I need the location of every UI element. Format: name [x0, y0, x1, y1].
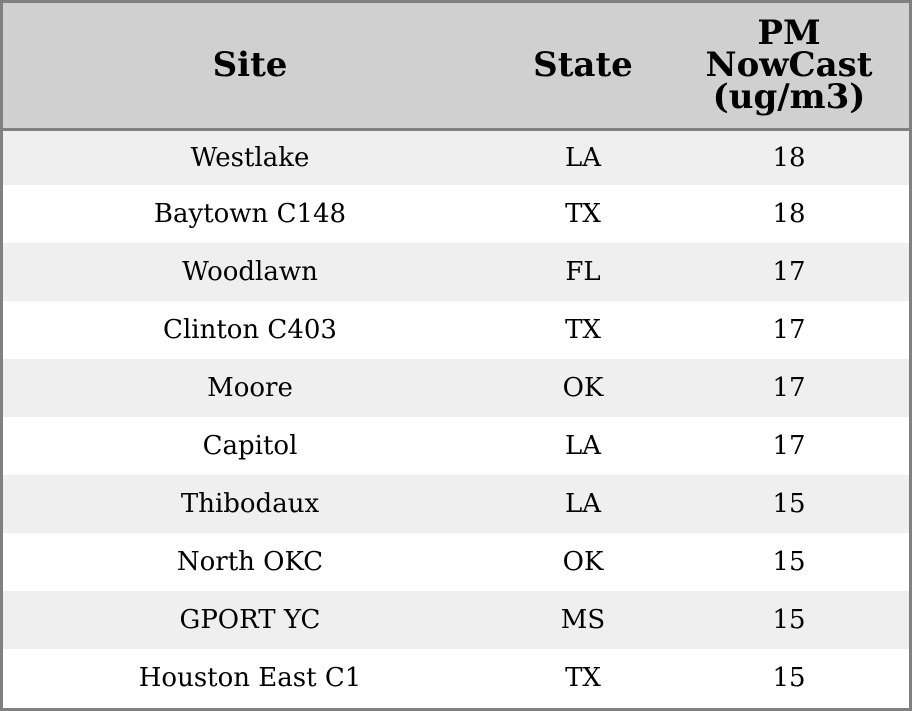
cell-site: North OKC: [176, 547, 324, 577]
cell-pm-value: 17: [772, 315, 806, 345]
cell-state: MS: [560, 605, 606, 635]
cell-site: Baytown C148: [153, 199, 347, 229]
cell-site: Clinton C403: [163, 315, 337, 345]
header-pm-line-2: NowCast: [705, 45, 873, 86]
cell-state: LA: [564, 142, 602, 173]
header-site: Site: [3, 3, 497, 131]
cell-site: Woodlawn: [182, 257, 318, 287]
cell-pm-value: 15: [772, 605, 806, 635]
cell-site: Moore: [207, 373, 293, 403]
cell-pm-value: 18: [772, 142, 806, 173]
header-state: State: [497, 3, 669, 131]
table-row: North OKC OK 15: [3, 533, 909, 591]
cell-pm-value: 18: [772, 199, 806, 229]
table-row: GPORT YC MS 15: [3, 591, 909, 649]
table-header: Site State PM NowCast (ug/m3): [3, 3, 909, 131]
header-pm-nowcast: PM NowCast (ug/m3): [669, 3, 909, 131]
table-body: Westlake LA 18 Baytown C148 TX 18 Woodlawn FL 17…: [3, 129, 909, 706]
cell-state: LA: [564, 431, 602, 461]
table-row: Clinton C403 TX 17: [3, 301, 909, 359]
cell-pm-value: 17: [772, 431, 806, 461]
header-pm-line-3: (ug/m3): [712, 77, 866, 118]
table-row: Houston East C1 TX 15: [3, 649, 909, 706]
cell-state: TX: [565, 662, 601, 693]
header-row: Site State PM NowCast (ug/m3): [3, 3, 909, 131]
table-row: Capitol LA 17: [3, 417, 909, 475]
cell-pm-value: 15: [772, 547, 806, 577]
cell-state: TX: [565, 315, 601, 345]
cell-site: Westlake: [190, 142, 310, 173]
table-row: Woodlawn FL 17: [3, 243, 909, 301]
cell-state: FL: [565, 257, 601, 287]
cell-pm-value: 15: [772, 489, 806, 519]
pm-nowcast-table: Site State PM NowCast (ug/m3) Westlake LA…: [3, 3, 909, 706]
cell-state: LA: [564, 489, 602, 519]
cell-pm-value: 15: [772, 662, 806, 693]
table-row: Westlake LA 18: [3, 129, 909, 185]
cell-pm-value: 17: [772, 257, 806, 287]
header-pm-line-1: PM: [757, 13, 821, 54]
table-row: Thibodaux LA 15: [3, 475, 909, 533]
cell-site: Thibodaux: [180, 489, 320, 519]
cell-state: OK: [562, 547, 604, 577]
cell-state: TX: [565, 199, 601, 229]
cell-site: GPORT YC: [179, 605, 321, 635]
cell-site: Capitol: [202, 431, 298, 461]
cell-pm-value: 17: [772, 373, 806, 403]
cell-state: OK: [562, 373, 604, 403]
table-row: Baytown C148 TX 18: [3, 185, 909, 243]
cell-site: Houston East C1: [138, 662, 362, 693]
table-row: Moore OK 17: [3, 359, 909, 417]
